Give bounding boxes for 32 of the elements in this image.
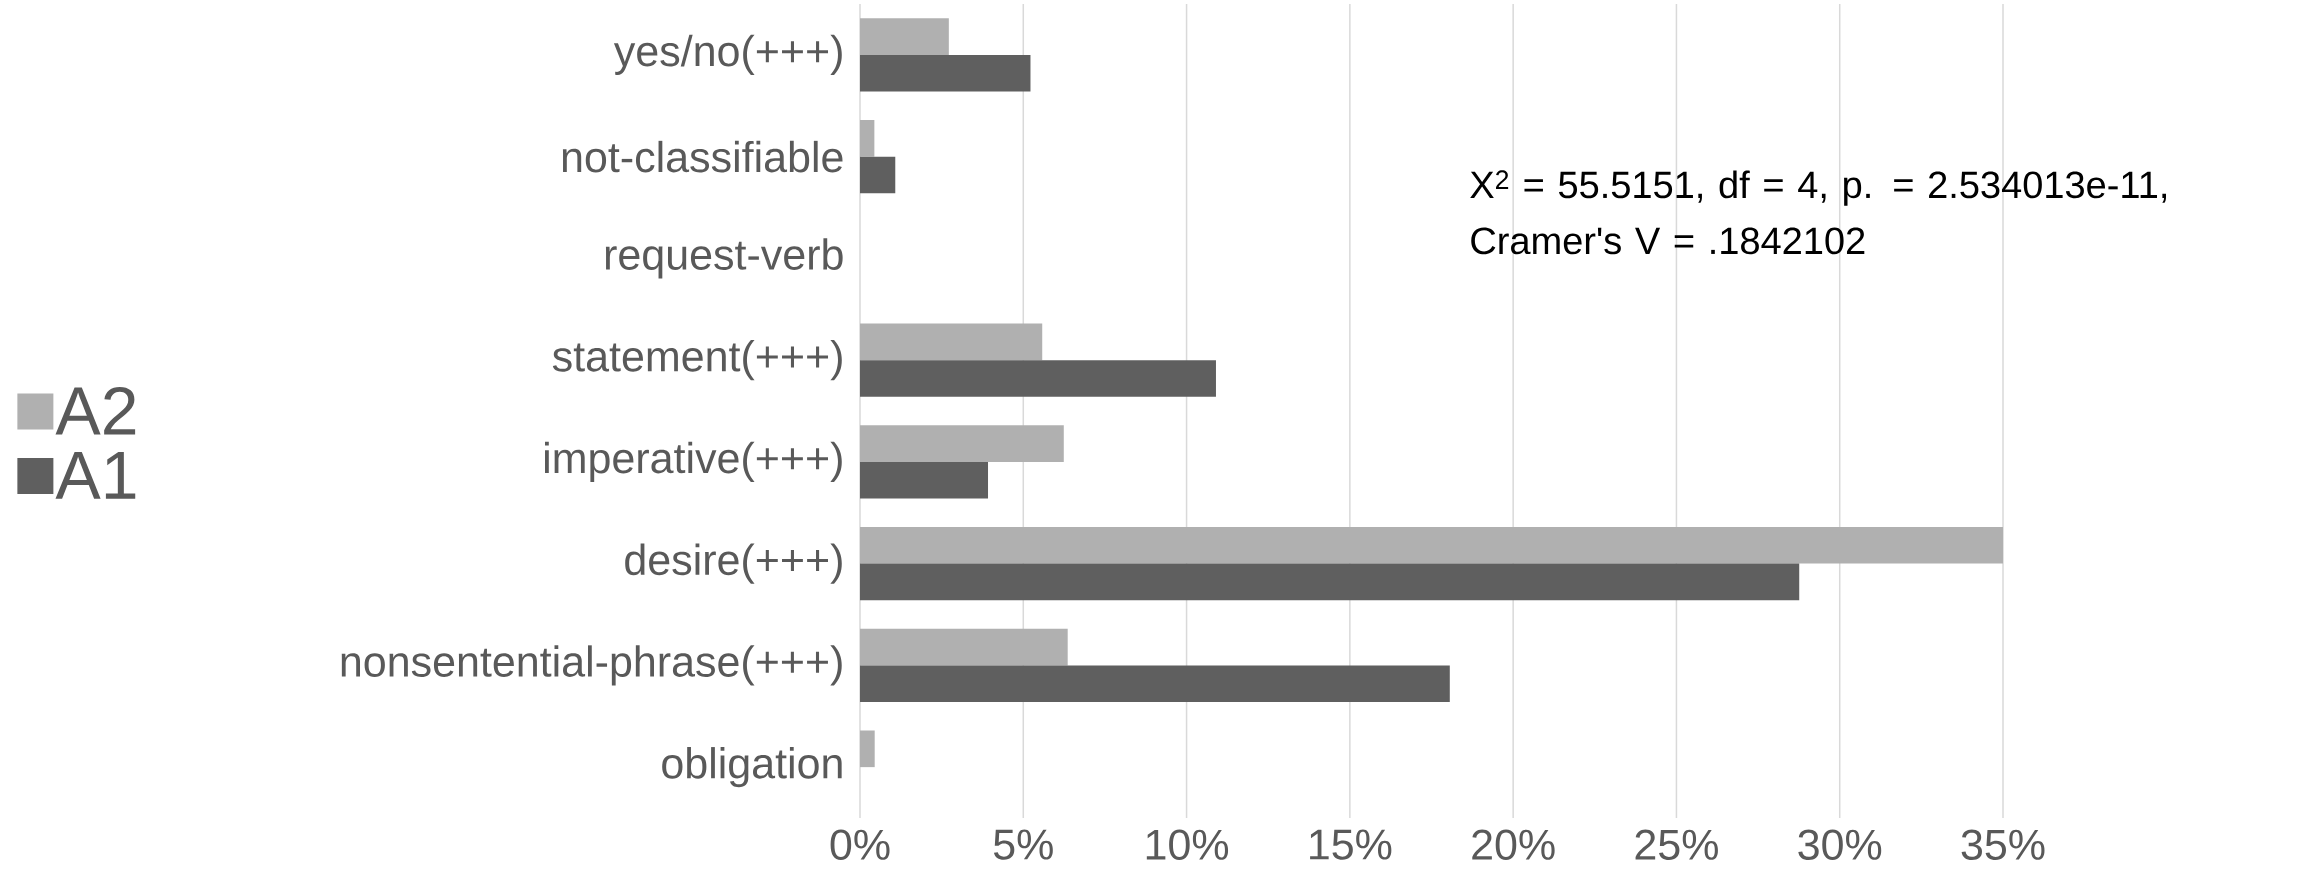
x-tick-label: 10% bbox=[1146, 829, 1229, 860]
y-tick-label: nonsentential-phrase(+++) bbox=[341, 645, 842, 686]
y-tick-label: imperative(+++) bbox=[545, 441, 842, 482]
y-tick-label: desire(+++) bbox=[625, 543, 842, 584]
y-tick-label: statement(+++) bbox=[552, 340, 842, 381]
x-tick-label: 20% bbox=[1472, 829, 1555, 860]
bar bbox=[860, 156, 896, 194]
y-tick-label: obligation bbox=[662, 747, 842, 788]
x-tick-label: 5% bbox=[993, 829, 1053, 860]
y-tick-label: not-classifiable bbox=[562, 140, 843, 173]
y-tick-label: yes/no(+++) bbox=[613, 34, 842, 75]
legend-label: A2 bbox=[55, 386, 136, 435]
bar bbox=[860, 54, 1031, 92]
legend-label: A1 bbox=[55, 451, 136, 499]
bar bbox=[860, 665, 1450, 702]
bar bbox=[860, 425, 1064, 462]
bar bbox=[860, 730, 875, 768]
x-tick-label: 0% bbox=[830, 829, 890, 860]
annotation: X$^{2}$ = 55.5151, df = 4, p. = 2.534013e-11, Cramer's V = .1842102 bbox=[1470, 170, 2166, 255]
bar bbox=[860, 18, 949, 55]
bar bbox=[860, 360, 1216, 397]
bar bbox=[860, 563, 1800, 601]
bar bbox=[860, 120, 875, 157]
x-tick-label: 25% bbox=[1635, 829, 1718, 860]
y-tick-label: request-verb bbox=[605, 238, 843, 279]
x-tick-label: 35% bbox=[1961, 829, 2045, 860]
bar bbox=[860, 527, 2004, 564]
bar bbox=[860, 461, 989, 499]
bar bbox=[860, 323, 1043, 361]
bar bbox=[860, 628, 1068, 666]
x-tick-label: 15% bbox=[1310, 829, 1392, 860]
x-tick-label: 30% bbox=[1798, 829, 1882, 860]
